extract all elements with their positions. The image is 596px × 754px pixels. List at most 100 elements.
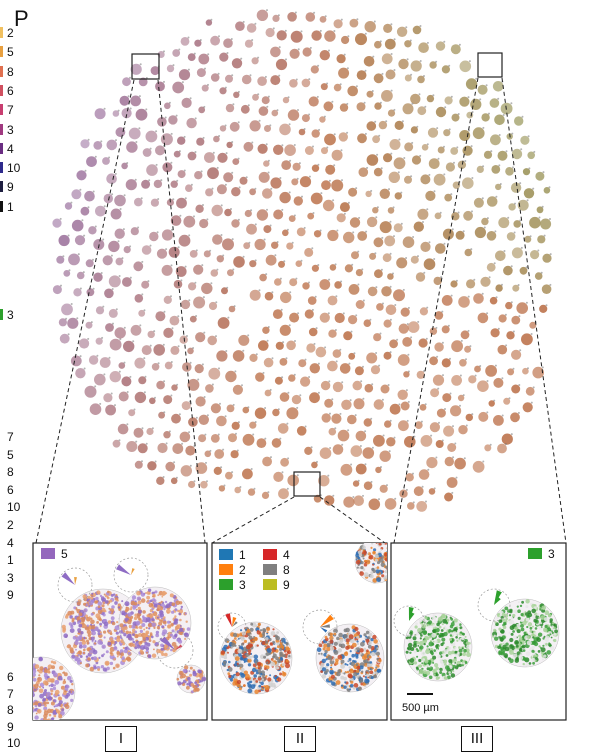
tissue-core <box>385 69 396 80</box>
tissue-core <box>519 266 528 275</box>
core-marker <box>119 338 122 341</box>
cell-dot <box>346 641 350 645</box>
cell-dot <box>25 679 30 684</box>
tissue-core <box>414 421 423 429</box>
tissue-core <box>389 403 401 415</box>
core-marker <box>444 106 447 109</box>
tissue-core <box>95 337 103 345</box>
cell-dot <box>146 595 151 600</box>
cell-dot <box>436 632 440 636</box>
tissue-core <box>435 243 446 254</box>
tissue-core <box>271 438 282 448</box>
cell-dot <box>276 677 282 682</box>
side-legend-item: 5 <box>7 448 14 462</box>
core-marker <box>401 120 404 123</box>
core-marker <box>339 412 342 415</box>
cell-dot <box>276 642 279 645</box>
cell-dot <box>355 663 359 666</box>
cell-dot <box>174 608 178 612</box>
cell-dot <box>85 663 90 668</box>
rose-wedge <box>116 564 131 575</box>
core-marker <box>467 329 470 332</box>
tissue-core <box>363 319 372 328</box>
cell-dot <box>83 637 86 640</box>
tissue-core <box>287 474 300 487</box>
tissue-core <box>109 338 122 351</box>
scalebar-label: 500 µm <box>402 702 439 714</box>
tissue-core <box>225 74 233 83</box>
cell-dot <box>184 637 187 641</box>
cell-dot <box>329 639 334 644</box>
cell-dot <box>39 682 45 688</box>
tissue-core <box>130 95 142 107</box>
core-marker <box>443 145 445 148</box>
cell-dot <box>447 651 452 655</box>
tissue-core <box>410 93 421 105</box>
core-marker <box>162 476 165 478</box>
cell-dot <box>546 650 552 655</box>
cell-dot <box>463 648 467 653</box>
cell-dot <box>417 664 421 668</box>
core-marker <box>406 58 409 61</box>
core-marker <box>452 425 454 428</box>
core-marker <box>176 383 179 386</box>
tissue-core <box>337 429 350 442</box>
cell-dot <box>175 600 181 606</box>
cell-dot <box>234 675 238 679</box>
cell-dot <box>279 647 283 652</box>
cell-dot <box>450 673 456 678</box>
core-marker <box>102 238 105 241</box>
cell-dot <box>265 675 268 678</box>
cell-dot <box>350 680 354 684</box>
cell-dot <box>181 673 186 679</box>
tissue-core <box>126 141 138 153</box>
tissue-core <box>410 60 422 72</box>
core-marker <box>218 135 221 137</box>
tissue-core <box>462 177 474 189</box>
cell-dot <box>69 647 74 652</box>
tissue-core <box>114 194 126 207</box>
cell-dot <box>372 578 378 583</box>
core-marker <box>317 391 320 394</box>
cell-dot <box>55 709 60 713</box>
cell-dot <box>201 676 207 682</box>
cell-dot <box>167 624 171 628</box>
tissue-core <box>195 204 204 213</box>
core-marker <box>304 425 307 428</box>
core-marker <box>352 231 355 234</box>
cell-dot <box>439 671 443 674</box>
cell-dot <box>435 673 439 677</box>
core-marker <box>501 414 504 417</box>
tissue-core <box>344 264 353 273</box>
cell-dot <box>132 605 135 608</box>
tissue-core <box>138 376 147 385</box>
cell-dot <box>452 650 455 653</box>
core-marker <box>222 254 225 257</box>
cell-dot <box>121 600 124 603</box>
core-marker <box>175 114 178 117</box>
tissue-core <box>435 41 446 51</box>
tissue-core <box>195 396 206 407</box>
core-marker <box>193 215 195 218</box>
cell-dot <box>144 641 148 645</box>
core-marker <box>362 365 364 368</box>
tissue-core <box>163 395 173 405</box>
core-marker <box>163 80 165 83</box>
cell-dot <box>331 659 334 662</box>
core-marker <box>250 209 253 212</box>
cell-dot <box>63 633 68 638</box>
core-marker <box>202 136 205 139</box>
core-marker <box>361 268 364 271</box>
core-marker <box>178 48 181 51</box>
cell-dot <box>280 657 284 661</box>
cell-dot <box>197 669 202 674</box>
tissue-core <box>522 367 529 375</box>
tissue-core <box>523 188 535 199</box>
core-marker <box>311 308 314 311</box>
cell-dot <box>246 644 251 650</box>
core-marker <box>287 96 290 99</box>
core-marker <box>400 191 403 194</box>
tissue-core <box>137 443 148 454</box>
tissue-core <box>355 33 367 46</box>
cell-dot <box>129 642 134 647</box>
